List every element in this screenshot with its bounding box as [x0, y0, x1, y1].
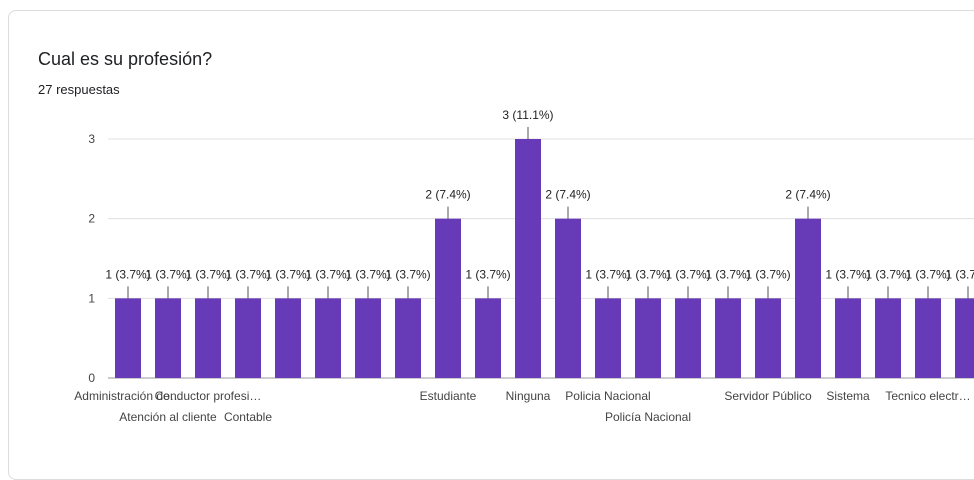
data-label: 1 (3.7%)	[705, 267, 750, 281]
x-tick-label: Administración de…	[74, 389, 181, 403]
x-tick-label: Policía Nacional	[605, 410, 691, 424]
bar	[755, 298, 781, 378]
x-tick-label: Conductor profesi…	[155, 389, 262, 403]
bar	[115, 298, 141, 378]
bar	[275, 298, 301, 378]
question-title: Cual es su profesión?	[38, 49, 213, 69]
y-tick-label: 3	[88, 132, 95, 146]
bar	[675, 298, 701, 378]
bar	[435, 218, 461, 378]
bar	[635, 298, 661, 378]
data-label: 1 (3.7%)	[225, 267, 270, 281]
x-tick-label: Contable	[224, 410, 272, 424]
data-label: 1 (3.7%)	[865, 267, 910, 281]
data-label: 1 (3.7%)	[665, 267, 710, 281]
bar	[595, 298, 621, 378]
data-label: 1 (3.7%)	[265, 267, 310, 281]
data-label: 3 (11.1%)	[502, 108, 553, 122]
x-tick-label: Tecnico electr…	[885, 389, 970, 403]
bar	[875, 298, 901, 378]
data-label: 1 (3.7%)	[305, 267, 350, 281]
data-label: 2 (7.4%)	[545, 188, 590, 202]
data-label: 1 (3.7%)	[745, 267, 790, 281]
bar	[555, 218, 581, 378]
x-tick-label: Ninguna	[506, 389, 551, 403]
x-tick-label: Sistema	[826, 389, 870, 403]
y-tick-label: 1	[88, 291, 95, 305]
data-label: 1 (3.7%)	[105, 267, 150, 281]
bar	[235, 298, 261, 378]
y-tick-label: 2	[88, 212, 95, 226]
x-axis-ticks: Administración de… Atención al cliente Con…	[74, 389, 970, 424]
y-axis-ticks: 0 1 2 3	[88, 132, 95, 385]
data-label: 1 (3.7%)	[945, 267, 974, 281]
data-label: 1 (3.7%)	[185, 267, 230, 281]
data-labels: 1 (3.7%)1 (3.7%)1 (3.7%)1 (3.7%)1 (3.7%)…	[105, 108, 974, 299]
y-tick-label: 0	[88, 371, 95, 385]
data-label: 1 (3.7%)	[905, 267, 950, 281]
response-count: 27 respuestas	[38, 82, 120, 97]
x-tick-label: Atención al cliente	[119, 410, 217, 424]
data-label: 2 (7.4%)	[425, 188, 470, 202]
data-label: 1 (3.7%)	[145, 267, 190, 281]
data-label: 1 (3.7%)	[825, 267, 870, 281]
bar	[835, 298, 861, 378]
bars	[115, 139, 974, 378]
data-label: 1 (3.7%)	[345, 267, 390, 281]
bar	[915, 298, 941, 378]
bar	[795, 218, 821, 378]
bar	[155, 298, 181, 378]
bar	[475, 298, 501, 378]
bar	[395, 298, 421, 378]
data-label: 2 (7.4%)	[785, 188, 830, 202]
data-label: 1 (3.7%)	[625, 267, 670, 281]
bar	[955, 298, 974, 378]
x-tick-label: Estudiante	[420, 389, 477, 403]
data-label: 1 (3.7%)	[465, 267, 510, 281]
data-label: 1 (3.7%)	[585, 267, 630, 281]
bar	[195, 298, 221, 378]
bar	[355, 298, 381, 378]
bar	[715, 298, 741, 378]
x-tick-label: Servidor Público	[724, 389, 812, 403]
x-tick-label: Policia Nacional	[565, 389, 650, 403]
data-label: 1 (3.7%)	[385, 267, 430, 281]
bar	[315, 298, 341, 378]
bar	[515, 139, 541, 378]
